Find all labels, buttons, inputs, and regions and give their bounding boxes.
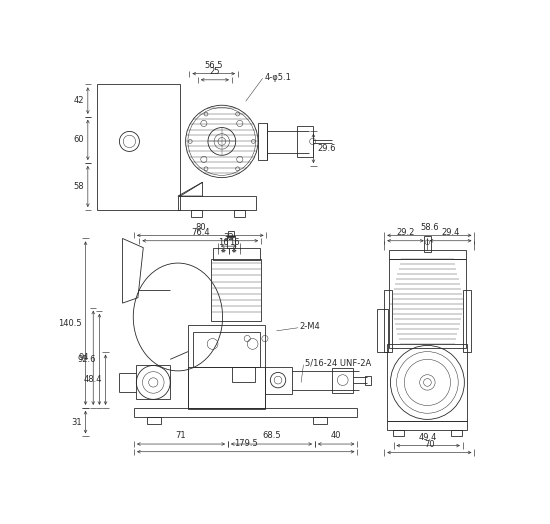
Bar xyxy=(232,367,255,383)
Text: 179.5: 179.5 xyxy=(234,439,257,448)
Text: 76.4: 76.4 xyxy=(191,228,210,237)
Bar xyxy=(97,84,180,210)
Text: 92.6: 92.6 xyxy=(77,355,96,364)
Text: 58: 58 xyxy=(73,182,84,191)
Bar xyxy=(188,325,265,408)
Bar xyxy=(387,344,468,421)
Text: 94: 94 xyxy=(79,353,89,362)
Text: 42: 42 xyxy=(74,96,84,105)
Bar xyxy=(365,376,371,385)
Text: 16: 16 xyxy=(218,238,229,247)
Bar xyxy=(258,123,267,160)
Bar xyxy=(463,290,470,352)
Bar xyxy=(389,259,466,348)
Text: 70: 70 xyxy=(424,440,434,449)
Bar xyxy=(393,430,404,435)
Bar xyxy=(134,408,358,417)
Text: 56.5: 56.5 xyxy=(205,61,223,70)
Bar xyxy=(147,417,161,424)
Text: 32: 32 xyxy=(223,233,234,242)
Bar xyxy=(377,309,388,352)
Bar xyxy=(332,368,354,393)
Text: 80: 80 xyxy=(195,223,206,232)
Bar xyxy=(136,366,170,399)
Bar xyxy=(451,430,462,435)
Bar xyxy=(228,231,234,237)
Bar xyxy=(265,367,292,394)
Text: 4-φ5.1: 4-φ5.1 xyxy=(264,73,291,82)
Bar xyxy=(212,248,260,260)
Text: 31: 31 xyxy=(71,418,81,427)
Text: 58.6: 58.6 xyxy=(420,223,439,232)
Bar xyxy=(384,290,392,352)
Bar xyxy=(178,196,256,210)
Text: 2-M4: 2-M4 xyxy=(300,322,320,332)
Bar xyxy=(234,210,245,217)
Text: 140.5: 140.5 xyxy=(58,319,81,328)
Bar xyxy=(297,126,312,157)
Bar xyxy=(191,210,202,217)
Text: 60: 60 xyxy=(73,135,84,145)
Text: 29.4: 29.4 xyxy=(441,228,460,237)
Text: 40: 40 xyxy=(331,431,342,440)
Text: 5/16-24 UNF-2A: 5/16-24 UNF-2A xyxy=(305,359,371,368)
Bar xyxy=(389,250,466,259)
Bar xyxy=(194,332,260,367)
Text: 29.2: 29.2 xyxy=(396,228,415,237)
Text: 48.4: 48.4 xyxy=(83,375,102,384)
Bar xyxy=(211,259,261,321)
Text: 29.6: 29.6 xyxy=(317,144,336,153)
Text: 71: 71 xyxy=(175,431,186,440)
Bar xyxy=(424,236,431,252)
Bar xyxy=(188,367,265,409)
Text: 16: 16 xyxy=(229,238,239,247)
Bar xyxy=(312,417,327,424)
Text: 25: 25 xyxy=(210,67,220,76)
Bar xyxy=(227,236,235,248)
Text: 49.4: 49.4 xyxy=(419,433,437,442)
Bar xyxy=(387,421,468,430)
Text: 68.5: 68.5 xyxy=(262,431,281,440)
